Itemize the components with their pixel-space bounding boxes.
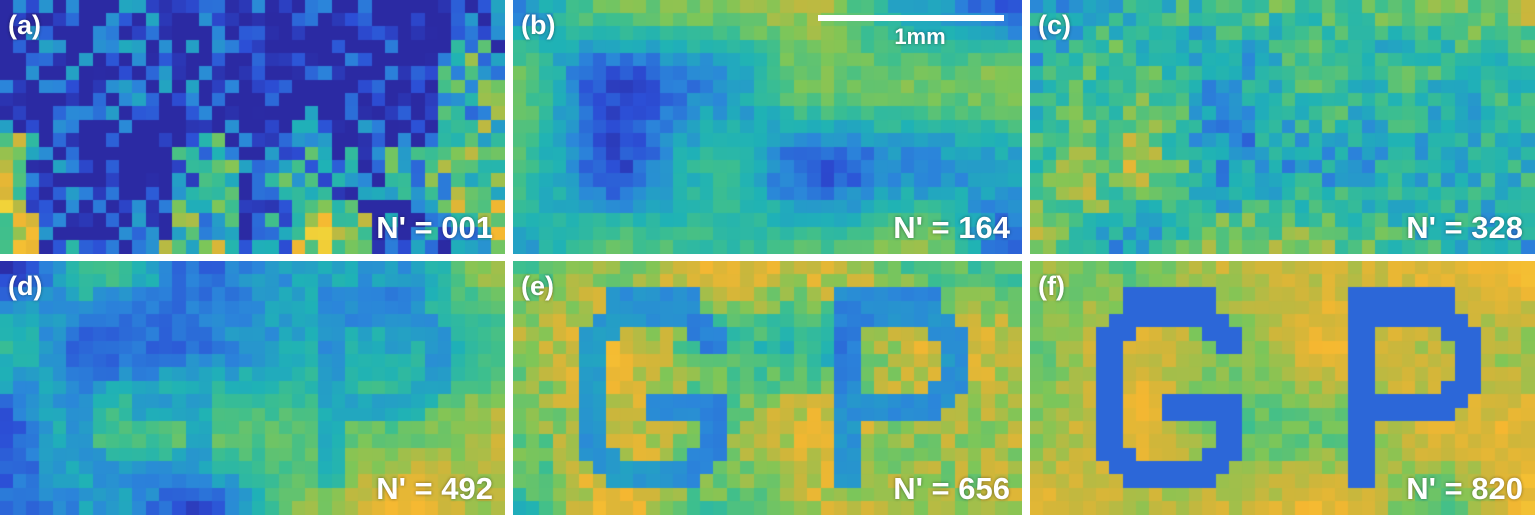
- panel-c-n-label: N' = 328: [1406, 210, 1523, 245]
- panel-f: (f) N' = 820: [1030, 261, 1535, 515]
- panel-d: (d) N' = 492: [0, 261, 505, 515]
- panel-d-n-label: N' = 492: [376, 471, 493, 506]
- panel-d-image: [0, 261, 505, 515]
- panel-f-tag: (f): [1038, 271, 1065, 301]
- panel-a-n-label: N' = 001: [376, 210, 493, 245]
- scale-bar: [818, 15, 1004, 21]
- panel-c: (c) N' = 328: [1030, 0, 1535, 254]
- panel-e-tag: (e): [521, 271, 554, 301]
- panel-b: (b) N' = 164: [513, 0, 1022, 254]
- panel-d-tag: (d): [8, 271, 43, 301]
- panel-b-tag: (b): [521, 10, 556, 40]
- panel-b-n-label: N' = 164: [893, 210, 1010, 245]
- panel-c-image: [1030, 0, 1535, 254]
- panel-a: (a) N' = 001: [0, 0, 505, 254]
- panel-e-n-label: N' = 656: [893, 471, 1010, 506]
- panel-a-tag: (a): [8, 10, 41, 40]
- panel-e: (e) N' = 656: [513, 261, 1022, 515]
- scale-bar-label: 1mm: [894, 24, 946, 49]
- panel-f-n-label: N' = 820: [1406, 471, 1523, 506]
- panel-b-image: [513, 0, 1022, 254]
- panel-e-image: [513, 261, 1022, 515]
- panel-a-image: [0, 0, 505, 254]
- panel-f-image: [1030, 261, 1535, 515]
- panel-c-tag: (c): [1038, 10, 1071, 40]
